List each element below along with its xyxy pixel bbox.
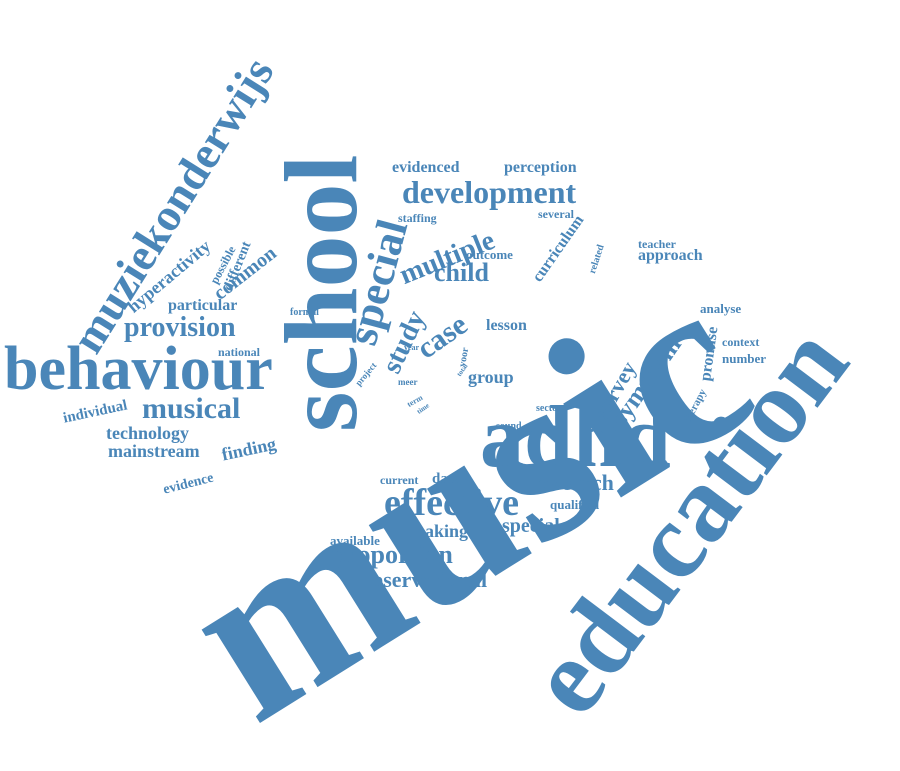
word-formal: formal — [290, 307, 319, 318]
word-teacher: teacher — [638, 237, 676, 251]
word-proportion: proportion — [332, 540, 453, 569]
word-sound: sound — [496, 421, 522, 432]
word-mainstream: mainstream — [108, 441, 200, 461]
word-year: year — [404, 343, 420, 352]
word-making: making — [410, 521, 469, 541]
word-approach: approach — [638, 247, 703, 264]
word-number: number — [722, 351, 767, 366]
word-evidenced: evidenced — [392, 159, 460, 176]
word-current: current — [380, 473, 419, 487]
word-effective: effective — [384, 482, 519, 524]
word-observational: observational — [360, 567, 488, 592]
word-staffing: staffing — [398, 211, 437, 225]
word-particular: particular — [168, 297, 238, 314]
word-cloud: music education school adhd behaviour mu… — [4, 48, 871, 770]
word-musical: musical — [142, 392, 241, 425]
word-perception: perception — [504, 159, 577, 176]
word-meer: meer — [398, 377, 418, 387]
word-behaviour: behaviour — [4, 335, 273, 403]
word-adhd: adhd — [480, 389, 671, 486]
word-available: available — [330, 533, 380, 548]
word-provision: provision — [124, 312, 236, 343]
word-analyse: analyse — [700, 301, 742, 316]
word-finding: finding — [219, 433, 278, 465]
word-lesson: lesson — [486, 317, 527, 334]
word-sector: sector — [536, 403, 562, 414]
word-child: child — [434, 258, 489, 287]
word-data: data — [432, 471, 461, 487]
word-group: group — [468, 367, 514, 387]
word-context: context — [722, 335, 760, 349]
word-research: research — [534, 470, 614, 495]
word-development: development — [402, 174, 577, 210]
word-national: national — [218, 345, 261, 359]
word-several: several — [538, 207, 574, 221]
word-technology: technology — [106, 423, 189, 443]
word-evidence: evidence — [161, 470, 216, 498]
word-outcome: outcome — [466, 247, 513, 262]
word-qualified: qualified — [550, 497, 600, 512]
word-speciale: speciale — [502, 515, 569, 537]
